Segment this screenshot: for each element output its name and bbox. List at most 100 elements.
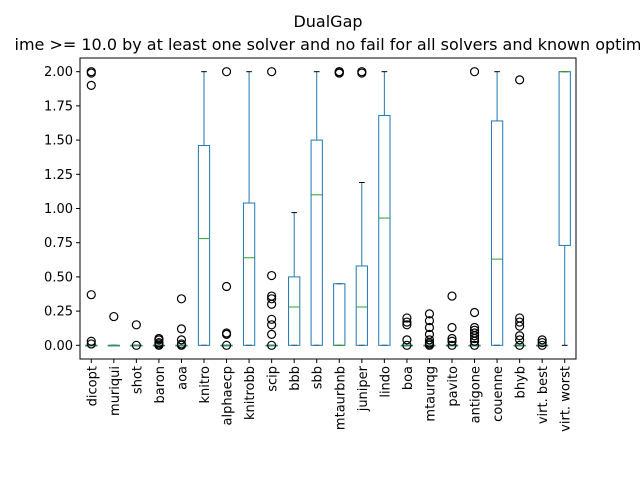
box-group: [152, 333, 166, 350]
outlier-point: [176, 335, 187, 345]
box-group: [445, 291, 459, 350]
x-tick-label: pavito: [446, 366, 461, 407]
outlier-point: [402, 320, 412, 330]
outlier-point: [515, 75, 525, 85]
plot-marks: [85, 67, 571, 350]
x-tick-label: virt. best: [536, 366, 551, 424]
outlier-point: [402, 335, 412, 345]
x-tick-label: antigone: [469, 366, 484, 423]
x-tick-label: virt. worst: [559, 366, 574, 432]
outlier-point: [86, 336, 96, 346]
x-tick-label: dicopt: [85, 366, 100, 406]
box-group: [175, 294, 188, 350]
box-group: [536, 335, 549, 350]
outlier-point: [537, 337, 547, 348]
outlier-point: [515, 317, 525, 327]
box-group: [130, 320, 143, 350]
y-tick-label: 0.75: [44, 236, 73, 251]
outlier-point: [424, 316, 435, 326]
outlier-point: [424, 322, 435, 333]
outlier-point: [447, 336, 457, 346]
outlier-point: [447, 340, 457, 350]
y-tick-label: 2.00: [44, 65, 73, 80]
outlier-point: [267, 314, 277, 324]
outlier-point: [267, 270, 277, 281]
outlier-point: [86, 80, 96, 90]
x-tick-label: sbb: [311, 366, 326, 389]
outlier-point: [402, 340, 412, 350]
box-group: [85, 67, 98, 349]
x-tick-label: alphaecp: [221, 366, 236, 425]
outlier-point: [131, 320, 141, 330]
outlier-point: [402, 313, 412, 323]
box-group: [107, 311, 120, 347]
box: [242, 202, 256, 346]
outlier-point: [176, 340, 187, 350]
x-tick-label: scip: [266, 366, 281, 392]
chart-subtitle: ime >= 10.0 by at least one solver and n…: [15, 35, 640, 54]
box-group: [423, 309, 436, 350]
y-axis: 0.00 0.25 0.50 0.75 1.00 1.25 1.50 1.75 2.00: [44, 65, 80, 354]
x-tick-label: aoa: [175, 366, 190, 390]
outlier-point: [221, 340, 232, 350]
box: [197, 145, 211, 346]
box: [490, 120, 504, 346]
box: [288, 276, 301, 346]
outlier-point: [154, 335, 164, 345]
outlier-point: [267, 320, 277, 330]
y-tick-label: 1.00: [44, 202, 73, 217]
box-group: [490, 71, 504, 346]
outlier-point: [447, 291, 457, 301]
outlier-point: [515, 331, 525, 341]
x-axis: dicopt muriqui shot baron aoa knitro alphaecp k…: [85, 359, 574, 432]
box-group: [355, 67, 368, 346]
box: [378, 114, 391, 346]
outlier-point: [267, 67, 277, 77]
outlier-point: [176, 324, 187, 334]
outlier-point: [537, 335, 547, 345]
box-group: [558, 71, 571, 346]
x-tick-label: shot: [130, 366, 145, 394]
outlier-point: [469, 67, 480, 77]
y-tick-label: 0.25: [44, 305, 73, 320]
x-tick-label: knitrobb: [243, 366, 258, 420]
x-tick-label: bbb: [288, 366, 303, 391]
outlier-point: [176, 294, 187, 304]
x-tick-label: bhyb: [514, 366, 529, 398]
box-group: [513, 75, 526, 350]
x-tick-label: knitro: [198, 366, 213, 404]
outlier-point: [267, 294, 277, 304]
box: [355, 265, 368, 346]
outlier-point: [424, 340, 435, 350]
outlier-point: [221, 67, 232, 77]
outlier-point: [447, 333, 457, 344]
box-group: [220, 67, 233, 350]
x-tick-label: boa: [401, 366, 416, 390]
outlier-point: [469, 336, 480, 346]
outlier-point: [515, 321, 525, 331]
box-group: [333, 67, 346, 346]
box-group: [310, 71, 323, 346]
outlier-point: [424, 335, 435, 345]
outlier-point: [469, 333, 480, 344]
x-tick-label: mtaurqg: [423, 366, 438, 422]
x-tick-label: couenne: [491, 366, 506, 422]
box: [310, 139, 323, 346]
outlier-point: [154, 340, 164, 350]
y-tick-label: 0.00: [44, 339, 73, 354]
outlier-point: [86, 339, 96, 349]
outlier-point: [109, 311, 119, 322]
x-tick-label: baron: [153, 366, 168, 403]
outlier-point: [537, 340, 547, 350]
outlier-point: [357, 68, 367, 78]
box-group: [378, 71, 391, 346]
outlier-point: [469, 331, 480, 341]
outlier-point: [424, 309, 435, 319]
chart-title: DualGap: [293, 12, 362, 31]
x-tick-label: muriqui: [108, 366, 123, 416]
y-tick-label: 0.50: [44, 270, 73, 285]
y-tick-label: 1.75: [44, 99, 73, 114]
outlier-point: [402, 317, 412, 327]
outlier-point: [221, 329, 232, 339]
